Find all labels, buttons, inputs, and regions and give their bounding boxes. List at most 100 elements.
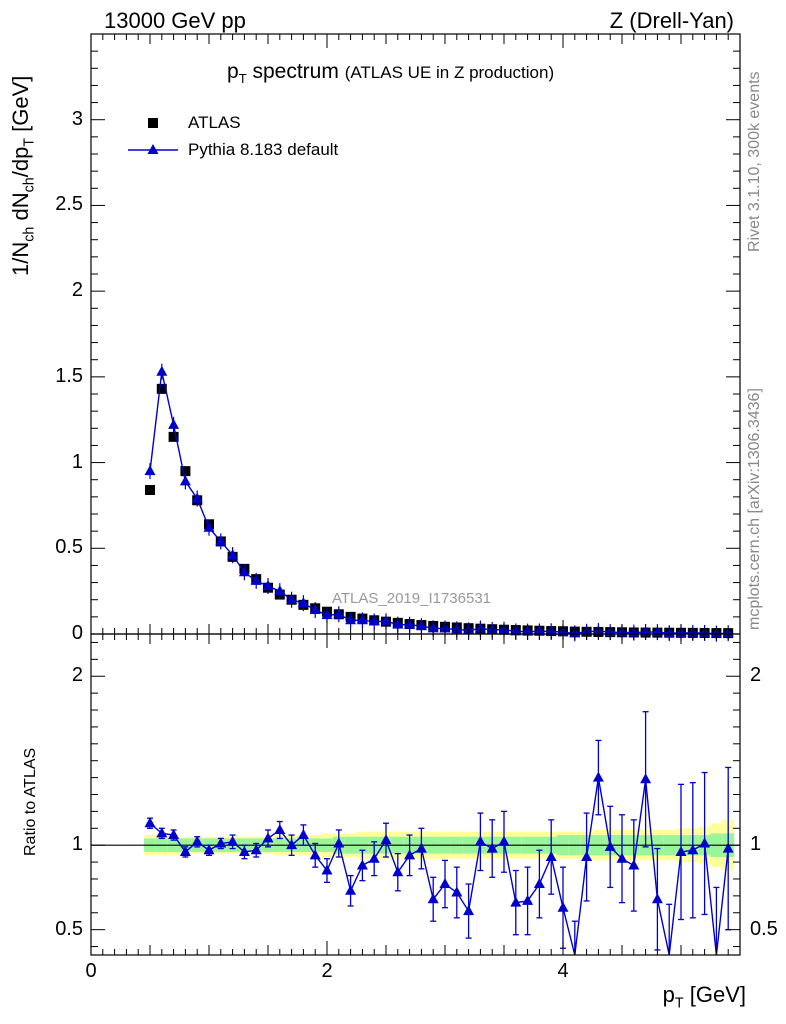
xtick-label-1: 2 — [321, 960, 333, 982]
ratio-point-2 — [168, 829, 180, 840]
ratio-polyline — [149, 777, 729, 956]
axis-ticks — [90, 33, 741, 955]
ratio-point-32 — [522, 894, 534, 905]
pythia-point-15 — [321, 609, 333, 620]
main-ytick-label-1: 0.5 — [55, 536, 83, 559]
ratio-point-21 — [392, 866, 404, 877]
pythia-point-14 — [309, 604, 321, 614]
pythia-point-21 — [392, 618, 404, 629]
pythia-point-16 — [333, 608, 345, 619]
pythia-point-1 — [156, 365, 168, 376]
ratio-point-49 — [722, 842, 734, 853]
legend-atlas-marker — [148, 118, 158, 128]
ratio-point-31 — [510, 896, 522, 907]
ratio-ytick-label-left-2: 2 — [71, 664, 83, 687]
ylabel-part-0: 1/N — [8, 241, 33, 276]
pythia-point-13 — [297, 597, 309, 608]
pythia-point-12 — [286, 593, 298, 604]
ratio-ytick-label-left-1: 1 — [71, 833, 83, 856]
ratio-point-20 — [380, 834, 392, 845]
ratio-point-43 — [651, 893, 663, 904]
ratio-point-40 — [616, 852, 628, 863]
pythia-point-0 — [144, 465, 156, 476]
title-extra: (ATLAS UE in Z production) — [344, 63, 555, 82]
xaxis-title: pT [GeV] — [663, 982, 746, 1011]
pythia-point-5 — [203, 521, 215, 532]
pythia-point-4 — [191, 492, 203, 503]
analysis-watermark: ATLAS_2019_I1736531 — [332, 590, 492, 607]
ratio-point-5 — [203, 844, 215, 855]
pythia-point-24 — [427, 622, 439, 633]
title-p: p — [227, 60, 239, 83]
energy-label: 13000 GeV pp — [104, 8, 246, 33]
ylabel-part-3: ch — [21, 177, 38, 193]
ratio-mc-line — [149, 777, 729, 956]
ratio-point-29 — [486, 842, 498, 853]
pythia-point-11 — [274, 585, 286, 596]
ratio-point-41 — [628, 859, 640, 870]
ratio-point-35 — [557, 901, 569, 912]
ratio-ylabel: Ratio to ATLAS — [22, 747, 39, 856]
ylabel-part-1: ch — [21, 226, 38, 242]
main-ytick-label-3: 1.5 — [55, 364, 83, 387]
pythia-point-19 — [368, 615, 380, 626]
ratio-point-18 — [356, 859, 368, 870]
ratio-point-23 — [415, 842, 427, 853]
ratio-point-46 — [687, 844, 699, 855]
main-ytick-label-0: 0 — [71, 622, 83, 644]
ratio-point-28 — [474, 835, 486, 846]
pythia-point-18 — [356, 614, 368, 625]
main-ytick-label-5: 2.5 — [55, 193, 83, 216]
ratio-point-11 — [274, 823, 286, 834]
ylabel-part-5: T — [21, 137, 38, 147]
ratio-ytick-label-right-2: 2 — [750, 664, 762, 687]
ratio-point-15 — [321, 864, 333, 875]
ratio-point-27 — [463, 905, 475, 916]
ratio-point-13 — [297, 829, 309, 840]
pythia-point-17 — [345, 614, 357, 625]
pythia-point-28 — [474, 622, 486, 633]
main-ytick-label-4: 2 — [71, 279, 83, 302]
main-ylabel: 1/Nch dNch/dpT [GeV] — [8, 76, 37, 276]
process-label: Z (Drell-Yan) — [609, 8, 734, 33]
atlas-point-1 — [156, 383, 167, 394]
ratio-ytick-label-left-0: 0.5 — [55, 917, 83, 940]
legend-markers — [128, 118, 178, 154]
atlas-point-2 — [168, 431, 179, 442]
ratio-point-26 — [451, 886, 463, 897]
ratio-point-34 — [545, 851, 557, 862]
ratio-point-4 — [191, 835, 203, 846]
ratio-point-37 — [581, 851, 593, 862]
ratio-point-22 — [404, 849, 416, 860]
pythia-point-2 — [168, 418, 180, 429]
legend-pythia-marker — [147, 144, 159, 154]
xlabel-unit: [GeV] — [683, 982, 746, 1007]
atlas-point-0 — [145, 485, 155, 495]
ratio-frame — [90, 633, 741, 956]
pythia-point-20 — [380, 615, 392, 626]
ratio-point-14 — [309, 849, 321, 860]
xlabel-sub: T — [674, 995, 684, 1012]
main-ytick-label-2: 1 — [71, 450, 83, 473]
ratio-point-6 — [215, 837, 227, 848]
ylabel-part-2: dN — [8, 192, 33, 227]
ratio-point-42 — [640, 773, 652, 784]
ratio-point-24 — [427, 893, 439, 904]
ratio-point-9 — [250, 844, 262, 855]
ratio-point-1 — [156, 827, 168, 838]
pythia-point-7 — [227, 549, 239, 560]
ratio-mc-points — [144, 771, 734, 916]
title-word: spectrum — [246, 60, 339, 83]
ratio-point-0 — [144, 817, 156, 828]
ylabel-part-4: /dp — [8, 146, 33, 178]
pythia-point-6 — [215, 535, 227, 546]
ratio-point-7 — [227, 835, 239, 846]
ratio-point-12 — [286, 839, 298, 850]
ratio-ytick-label-right-1: 1 — [750, 833, 762, 856]
ratio-point-3 — [179, 845, 191, 856]
xlabel-p: p — [662, 982, 675, 1007]
rivet-label: Rivet 3.1.10, 300k events — [746, 71, 763, 252]
ratio-point-45 — [675, 845, 687, 856]
pythia-point-9 — [250, 574, 262, 585]
